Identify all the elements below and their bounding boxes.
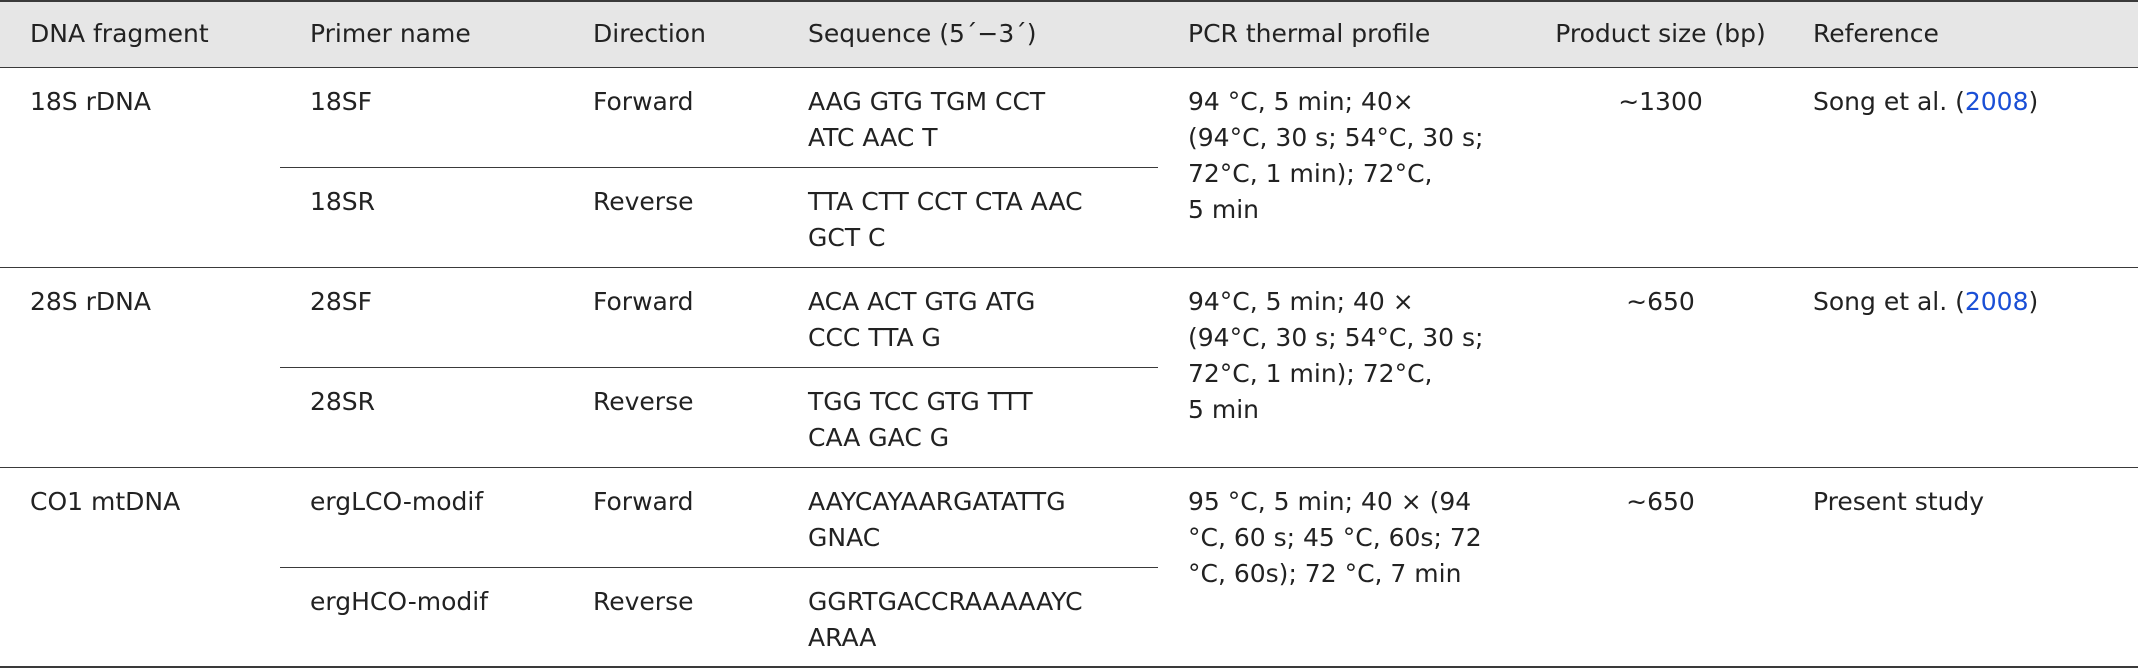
reference-year-link[interactable]: 2008 [1964, 86, 2029, 116]
sequence-line: TGG TCC GTG TTT [808, 386, 1033, 416]
primer-name-cell: ergHCO-modif [280, 567, 563, 668]
reference-year-link[interactable]: 2008 [1964, 286, 2029, 316]
sequence-line: GNAC [808, 522, 881, 552]
sequence-line: ATC AAC T [808, 122, 938, 152]
pcr-profile-cell: 94 °C, 5 min; 40× (94°C, 30 s; 54°C, 30 … [1158, 67, 1538, 268]
profile-line: °C, 60s); 72 °C, 7 min [1188, 558, 1462, 588]
table-row: 28S rDNA 28SF Forward ACA ACT GTG ATG CC… [0, 267, 2138, 468]
table-row: ergHCO-modif Reverse GGRTGACCRAAAAAYC AR… [0, 567, 2138, 668]
direction-cell: Reverse [563, 367, 778, 468]
primer-name-cell: 28SF [280, 267, 563, 368]
reference-text: Present study [1813, 486, 1985, 516]
sequence-line: AAYCAYAARGATATTG [808, 486, 1066, 516]
header-row: DNA fragment Primer name Direction Seque… [0, 0, 2138, 68]
reference-text: Song et al. ( [1813, 86, 1965, 116]
reference-close: ) [2028, 86, 2039, 116]
product-size-cell: ∼650 [1538, 467, 1783, 668]
header-direction: Direction [563, 0, 778, 68]
product-size-cell: ∼650 [1538, 267, 1783, 468]
table-row: 18S rDNA 18SF Forward AAG GTG TGM CCT AT… [0, 67, 2138, 268]
primer-name-cell: ergLCO-modif [280, 467, 563, 568]
profile-line: 94 °C, 5 min; 40× [1188, 86, 1414, 116]
header-reference: Reference [1783, 0, 2138, 68]
sequence-line: ARAA [808, 622, 877, 652]
header-product-size: Product size (bp) [1538, 0, 1783, 68]
reference-cell: Present study [1783, 467, 2138, 668]
fragment-cell: 28S rDNA [0, 267, 280, 468]
reference-cell: Song et al. (2008) [1783, 67, 2138, 268]
table-row: CO1 mtDNA ergLCO-modif Forward AAYCAYAAR… [0, 467, 2138, 668]
sequence-line: GCT C [808, 222, 886, 252]
sequence-line: GGRTGACCRAAAAAYC [808, 586, 1083, 616]
sequence-cell: AAG GTG TGM CCT ATC AAC T [778, 67, 1158, 168]
sequence-cell: TTA CTT CCT CTA AAC GCT C [778, 167, 1158, 268]
sequence-line: ACA ACT GTG ATG [808, 286, 1036, 316]
primer-name-cell: 28SR [280, 367, 563, 468]
pcr-profile-cell: 94°C, 5 min; 40 × (94°C, 30 s; 54°C, 30 … [1158, 267, 1538, 468]
sequence-line: AAG GTG TGM CCT [808, 86, 1046, 116]
primer-name-cell: 18SF [280, 67, 563, 168]
profile-line: 5 min [1188, 194, 1259, 224]
header-pcr-profile: PCR thermal profile [1158, 0, 1538, 68]
sequence-line: TTA CTT CCT CTA AAC [808, 186, 1083, 216]
sequence-cell: AAYCAYAARGATATTG GNAC [778, 467, 1158, 568]
header-sequence: Sequence (5´−3´) [778, 0, 1158, 68]
reference-text: Song et al. ( [1813, 286, 1965, 316]
header-primer-name: Primer name [280, 0, 563, 68]
direction-cell: Forward [563, 467, 778, 568]
profile-line: °C, 60 s; 45 °C, 60s; 72 [1188, 522, 1482, 552]
reference-cell: Song et al. (2008) [1783, 267, 2138, 468]
fragment-cell: 18S rDNA [0, 67, 280, 268]
profile-line: 72°C, 1 min); 72°C, [1188, 158, 1433, 188]
profile-line: 5 min [1188, 394, 1259, 424]
sequence-cell: ACA ACT GTG ATG CCC TTA G [778, 267, 1158, 368]
pcr-profile-cell: 95 °C, 5 min; 40 × (94 °C, 60 s; 45 °C, … [1158, 467, 1538, 668]
direction-cell: Reverse [563, 567, 778, 668]
product-size-cell: ∼1300 [1538, 67, 1783, 268]
profile-line: (94°C, 30 s; 54°C, 30 s; [1188, 322, 1484, 352]
sequence-line: CAA GAC G [808, 422, 950, 452]
fragment-cell: CO1 mtDNA [0, 467, 280, 668]
direction-cell: Forward [563, 67, 778, 168]
header-dna-fragment: DNA fragment [0, 0, 280, 68]
primer-name-cell: 18SR [280, 167, 563, 268]
profile-line: (94°C, 30 s; 54°C, 30 s; [1188, 122, 1484, 152]
profile-line: 94°C, 5 min; 40 × [1188, 286, 1414, 316]
profile-line: 95 °C, 5 min; 40 × (94 [1188, 486, 1472, 516]
direction-cell: Reverse [563, 167, 778, 268]
direction-cell: Forward [563, 267, 778, 368]
sequence-cell: TGG TCC GTG TTT CAA GAC G [778, 367, 1158, 468]
reference-close: ) [2028, 286, 2039, 316]
table-row: 28SR Reverse TGG TCC GTG TTT CAA GAC G [0, 367, 2138, 468]
sequence-cell: GGRTGACCRAAAAAYC ARAA [778, 567, 1158, 668]
profile-line: 72°C, 1 min); 72°C, [1188, 358, 1433, 388]
table-row: 18SR Reverse TTA CTT CCT CTA AAC GCT C [0, 167, 2138, 268]
sequence-line: CCC TTA G [808, 322, 941, 352]
